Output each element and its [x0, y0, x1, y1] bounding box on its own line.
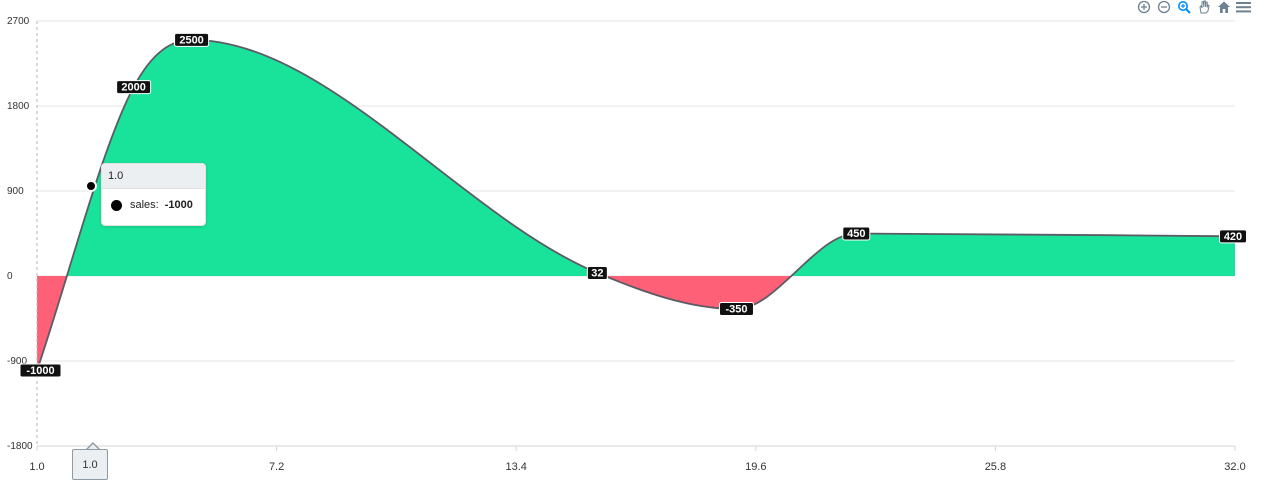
- data-label: 450: [847, 228, 865, 240]
- data-label-box: [116, 80, 152, 95]
- menu-icon[interactable]: [1235, 0, 1252, 14]
- data-tooltip: 1.0 sales: -1000: [101, 163, 206, 226]
- x-tick-label: 7.2: [269, 461, 284, 473]
- zoom-out-icon[interactable]: [1155, 0, 1172, 14]
- data-label: 2000: [121, 82, 145, 94]
- tooltip-marker-icon: [111, 199, 122, 211]
- y-tick-label: 900: [7, 186, 24, 197]
- x-axis-tooltip-arrow-fill: [87, 444, 99, 450]
- tooltip-title: 1.0: [102, 164, 205, 189]
- data-label: -350: [725, 304, 747, 316]
- home-icon[interactable]: [1215, 0, 1232, 14]
- x-tick-label: 1.0: [29, 461, 44, 473]
- data-label-box: [19, 363, 62, 378]
- data-label-box: [1219, 229, 1247, 244]
- data-label-box: [842, 226, 871, 241]
- x-axis-tooltip: 1.0: [72, 449, 108, 480]
- data-label: 2500: [179, 34, 203, 46]
- data-label-box: [718, 302, 754, 317]
- selection-zoom-icon[interactable]: [1175, 0, 1192, 14]
- data-label-box: [586, 265, 608, 280]
- tooltip-series-label: sales:: [130, 199, 159, 211]
- x-tick-label: 25.8: [985, 461, 1006, 473]
- pan-icon[interactable]: [1195, 0, 1212, 14]
- x-tick-label: 19.6: [745, 461, 766, 473]
- x-tick-label: 13.4: [505, 461, 526, 473]
- y-tick-label: -900: [7, 356, 27, 367]
- y-tick-label: -1800: [7, 441, 33, 452]
- y-tick-label: 2700: [7, 16, 30, 27]
- series-line: [36, 38, 1236, 371]
- chart-toolbar: [1135, 0, 1252, 14]
- data-label: 32: [591, 267, 603, 279]
- positive-area: [37, 39, 1235, 276]
- y-tick-label: 1800: [7, 101, 30, 112]
- x-tick-label: 32.0: [1224, 461, 1245, 473]
- tooltip-series-row: sales: -1000: [102, 189, 205, 211]
- y-tick-label: 0: [7, 271, 13, 282]
- tooltip-value: -1000: [164, 199, 193, 211]
- data-label: 420: [1224, 231, 1242, 243]
- data-label: -1000: [26, 365, 54, 377]
- zoom-in-icon[interactable]: [1135, 0, 1152, 14]
- hover-marker: [85, 180, 97, 192]
- data-label-box: [174, 32, 210, 47]
